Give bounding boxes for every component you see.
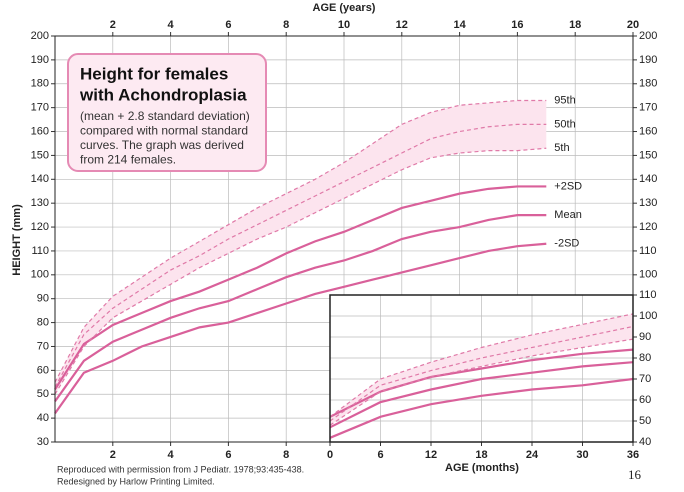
y-tick-label: 140 [31, 173, 49, 185]
y-tick-label: 50 [639, 415, 651, 427]
series-line [54, 123, 547, 388]
y-tick-label: 100 [639, 269, 657, 281]
y-tick-label: 30 [37, 436, 49, 448]
series-label: +2SD [554, 180, 582, 192]
x-tick-label: 0 [327, 449, 333, 461]
x-tick-label: 6 [225, 449, 231, 461]
y-tick-label: 110 [639, 289, 657, 301]
y-tick-label: 60 [37, 364, 49, 376]
y-tick-label: 160 [31, 125, 49, 137]
x-tick-label: 8 [283, 449, 289, 461]
title-box [67, 53, 267, 172]
x-tick-label: 6 [377, 449, 383, 461]
x-tick-label: 6 [225, 19, 231, 31]
y-tick-label: 80 [639, 352, 651, 364]
page-number: 16 [628, 467, 642, 482]
y-tick-label: 130 [31, 197, 49, 209]
x-axis-title: AGE (years) [313, 2, 376, 14]
y-tick-label: 190 [31, 54, 49, 66]
x-tick-label: 16 [511, 19, 523, 31]
x-tick-label: 30 [576, 449, 588, 461]
y-tick-label: 50 [37, 388, 49, 400]
subtitle: compared with normal standard [80, 124, 248, 138]
y-tick-label: 150 [639, 149, 657, 161]
y-tick-label: 100 [31, 269, 49, 281]
series-line [329, 313, 634, 418]
y-tick-label: 140 [639, 173, 657, 185]
subtitle: from 214 females. [80, 153, 176, 167]
subtitle: (mean + 2.8 standard deviation) [80, 109, 250, 123]
x-axis-title: AGE (months) [445, 462, 519, 474]
series-line [329, 338, 634, 426]
series-label: 50th [554, 118, 575, 130]
footnote: Reproduced with permission from J Pediat… [57, 464, 304, 474]
series-line [329, 377, 634, 439]
reference-band [55, 100, 547, 395]
y-tick-label: 80 [37, 316, 49, 328]
y-tick-label: 110 [31, 245, 49, 257]
series-line [54, 214, 547, 403]
y-tick-label: 90 [37, 293, 49, 305]
x-tick-label: 18 [475, 449, 487, 461]
footnote: Redesigned by Harlow Printing Limited. [57, 476, 215, 486]
x-tick-label: 4 [168, 449, 175, 461]
series-line [54, 99, 547, 383]
y-tick-label: 70 [37, 340, 49, 352]
x-tick-label: 8 [283, 19, 289, 31]
y-tick-label: 100 [639, 310, 657, 322]
x-tick-label: 4 [168, 19, 175, 31]
y-tick-label: 150 [31, 149, 49, 161]
title: Height for females [80, 64, 228, 83]
series-label: 5th [554, 142, 569, 154]
x-tick-label: 20 [627, 19, 639, 31]
y-tick-label: 60 [639, 394, 651, 406]
x-tick-label: 12 [425, 449, 437, 461]
y-tick-label: 180 [639, 78, 657, 90]
series-line [54, 147, 547, 395]
y-tick-label: 180 [31, 78, 49, 90]
series-line [54, 242, 547, 414]
y-tick-label: 120 [31, 221, 49, 233]
plot-border [329, 294, 634, 443]
reference-band [330, 313, 633, 426]
x-tick-label: 2 [110, 19, 116, 31]
y-axis-title: HEIGHT (mm) [11, 204, 23, 276]
series-line [329, 361, 634, 429]
series-line [54, 185, 547, 391]
y-tick-label: 90 [639, 331, 651, 343]
main-chart: 2 4 6 8 10 12 14 16 18 202 4 6 830405060708090100110… [11, 2, 657, 461]
title: with Achondroplasia [79, 85, 247, 104]
y-tick-label: 170 [31, 102, 49, 114]
series-label: -2SD [554, 238, 579, 250]
y-tick-label: 190 [639, 54, 657, 66]
subtitle: curves. The graph was derived [80, 138, 244, 152]
y-tick-label: 120 [639, 221, 657, 233]
y-tick-label: 130 [639, 197, 657, 209]
x-tick-label: 14 [453, 19, 466, 31]
y-tick-label: 200 [639, 30, 657, 42]
x-tick-label: 2 [110, 449, 116, 461]
series-line [329, 348, 634, 418]
series-line [329, 325, 634, 422]
y-tick-label: 110 [639, 245, 657, 257]
series-label: Mean [554, 209, 582, 221]
y-tick-label: 170 [639, 102, 657, 114]
x-tick-label: 10 [338, 19, 350, 31]
x-tick-label: 18 [569, 19, 581, 31]
y-tick-label: 40 [639, 436, 651, 448]
y-tick-label: 160 [639, 125, 657, 137]
x-tick-label: 24 [526, 449, 539, 461]
series-label: 95th [554, 94, 575, 106]
y-tick-label: 200 [31, 30, 49, 42]
x-tick-label: 12 [396, 19, 408, 31]
y-tick-label: 70 [639, 373, 651, 385]
y-tick-label: 40 [37, 412, 49, 424]
x-tick-label: 36 [627, 449, 639, 461]
